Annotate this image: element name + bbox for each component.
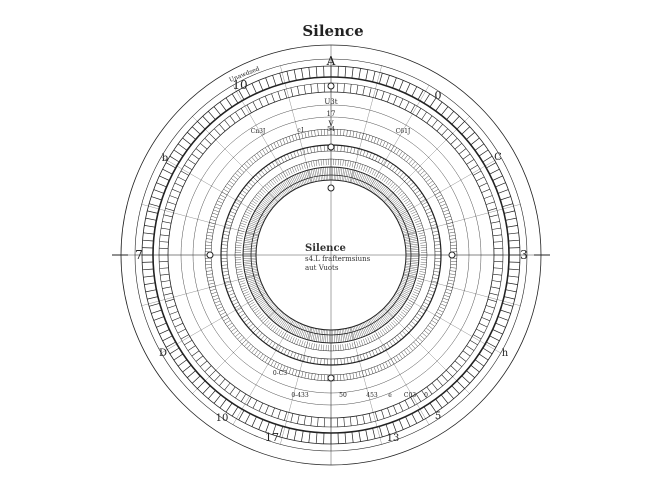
diagram-title: Silence [302,22,364,40]
inner-label: 0 [424,392,428,399]
ring-label: 13 [387,433,400,444]
center-line-2: aut Vuots [305,264,339,272]
ring-label: b [162,153,168,164]
marker-dot [327,82,335,90]
ring-label: 17 [265,431,279,444]
inner-label: 50 [339,392,347,399]
ring-label: 10 [232,78,247,92]
marker-dot [327,374,335,382]
center-line-1: s4.L fraftermsiuns [305,255,371,263]
ring-label: C [494,152,502,163]
ring-label: 0 [435,89,442,102]
inner-label: 54 [327,126,335,133]
inner-label: U3t [324,98,337,106]
inner-label: Cn3J [251,128,266,135]
inner-label: 453 [366,392,378,399]
inner-label: 17 [327,110,336,118]
ring-label: 3 [520,248,528,262]
marker-dot [327,184,335,192]
ring-label: D [159,348,167,359]
center-caption: Silence s4.L fraftermsiuns aut Vuots [305,243,370,273]
ring-label: h [502,348,509,359]
inner-label: V [327,120,334,128]
marker-dot [206,251,214,259]
inner-label: C03 [404,392,416,399]
inner-label: 0-C3 [273,370,287,377]
inner-label: C61J [396,128,411,135]
inner-label: e [388,392,392,399]
inner-label: 0-433 [291,392,308,399]
axis-cross [121,45,541,465]
ring-label: 10 [216,413,229,424]
inner-label: c1 [297,127,304,134]
ring-label: 5 [435,411,441,422]
marker-dot [327,143,335,151]
ring-label: 7 [135,248,143,262]
ring-label: A [326,54,336,68]
center-title: Silence [305,243,346,254]
marker-dot [448,251,456,259]
